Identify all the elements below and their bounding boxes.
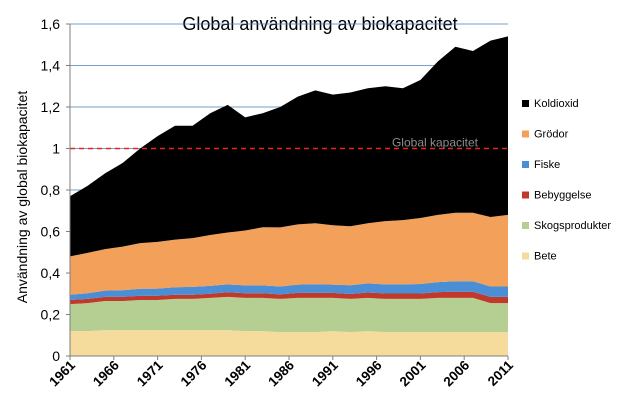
x-tick-label: 1986 [265,357,297,389]
area-koldioxid [70,36,508,257]
x-tick-label: 2006 [440,357,472,389]
y-axis-label: Användning av global biokapacitet [14,91,30,304]
axes [66,23,509,360]
legend-swatch-koldioxid [522,100,529,107]
legend-swatch-bebyggelse [522,191,529,199]
legend-swatch-fiske [522,161,529,168]
y-tick-label: 0,8 [41,182,61,198]
x-tick-label: 2001 [397,357,429,389]
x-tick-label: 1991 [309,357,341,389]
area-bebyggelse [70,291,508,305]
reference-line-label: Global kapacitet [392,136,479,150]
x-tick-label: 2011 [485,357,517,389]
area-skogsprodukter [70,296,508,333]
legend-swatch-skogsprodukter [522,222,529,229]
legend-swatch-bete [522,252,529,260]
legend-label-koldioxid: Koldioxid [534,98,579,110]
y-tick-label: 1,6 [41,16,61,32]
x-tick-label: 1971 [134,357,166,389]
y-tick-label: 0,6 [41,224,61,240]
x-tick-label: 1981 [221,357,253,389]
legend-swatch-grödor [522,130,529,138]
x-tick-labels: 1961 1966 1971 1976 1981 1986 1991 1996 2001 2006… [46,357,516,389]
legend: Koldioxid Grödor Fiske Bebyggelse Skogsprodu… [522,98,611,263]
x-tick-label: 1976 [178,357,210,389]
legend-label-bete: Bete [534,251,557,263]
y-tick-label: 0,2 [41,307,61,323]
reference-line-group: Global kapacitet [70,136,508,150]
y-tick-label: 1,4 [41,58,61,74]
area-fiske [70,281,508,300]
x-tick-label: 1996 [353,357,385,389]
area-bete [70,330,508,356]
y-tick-label: 1 [52,141,60,157]
legend-label-fiske: Fiske [534,159,560,171]
y-tick-labels: 0 0,2 0,4 0,6 0,8 1 1,2 1,4 1,6 [41,16,61,364]
x-tick-label: 1961 [46,357,78,389]
y-tick-label: 0 [52,348,60,364]
x-tick-label: 1966 [90,357,122,389]
legend-label-grödor: Grödor [534,129,569,141]
stacked-areas [70,36,508,356]
legend-label-bebyggelse: Bebyggelse [534,190,592,202]
y-tick-label: 0,4 [41,265,61,281]
legend-label-skogsprodukter: Skogsprodukter [534,220,611,232]
area-grödor [70,212,508,295]
y-tick-label: 1,2 [41,99,61,115]
